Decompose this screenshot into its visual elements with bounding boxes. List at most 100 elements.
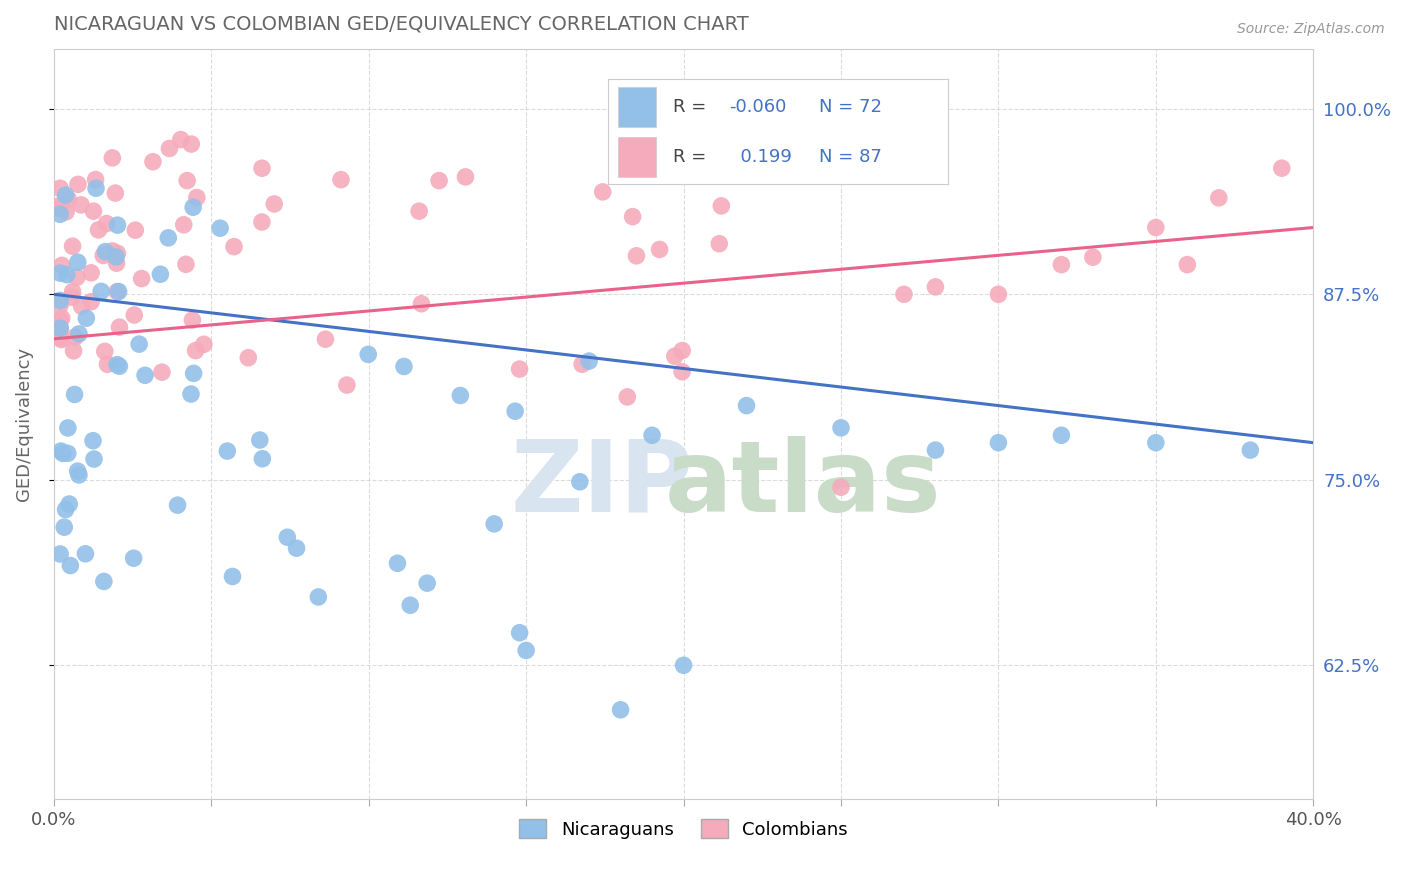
Point <box>66 255 89 269</box>
Point <box>173 218 195 232</box>
Point <box>122 551 145 566</box>
Point <box>252 451 274 466</box>
Text: Source: ZipAtlas.com: Source: ZipAtlas.com <box>1237 22 1385 37</box>
Point <box>1050 258 1073 272</box>
Point <box>166 498 188 512</box>
Point <box>193 337 215 351</box>
Point <box>987 435 1010 450</box>
Text: atlas: atlas <box>665 435 942 533</box>
Point <box>149 267 172 281</box>
Point <box>49 313 72 327</box>
Point <box>93 574 115 589</box>
Point <box>710 199 733 213</box>
Point <box>91 248 114 262</box>
Point <box>924 280 946 294</box>
Point <box>503 404 526 418</box>
Point <box>107 246 129 260</box>
Point <box>107 218 129 232</box>
Point <box>180 387 202 401</box>
Point <box>94 344 117 359</box>
Point <box>56 421 79 435</box>
Point <box>82 434 104 448</box>
Point <box>1081 250 1104 264</box>
Point <box>571 357 593 371</box>
Point <box>427 173 450 187</box>
Point <box>1144 435 1167 450</box>
Point <box>108 359 131 374</box>
Point <box>709 236 731 251</box>
Point <box>62 285 84 299</box>
Point <box>134 368 156 383</box>
Text: ZIP: ZIP <box>510 435 693 533</box>
Point <box>184 343 207 358</box>
Point <box>96 357 118 371</box>
Point <box>357 347 380 361</box>
Point <box>987 287 1010 301</box>
Point <box>62 239 84 253</box>
Point <box>671 365 693 379</box>
Point <box>181 200 204 214</box>
Point <box>66 270 89 285</box>
Point <box>314 332 336 346</box>
Point <box>641 428 664 442</box>
Point <box>307 590 329 604</box>
Point <box>105 358 128 372</box>
Point <box>157 231 180 245</box>
Point <box>217 444 239 458</box>
Point <box>330 172 353 186</box>
Point <box>49 321 72 335</box>
Point <box>830 421 852 435</box>
Point <box>124 308 146 322</box>
Point <box>664 349 686 363</box>
Point <box>159 141 181 155</box>
Point <box>411 297 433 311</box>
Point <box>70 299 93 313</box>
Point <box>131 271 153 285</box>
Point <box>94 244 117 259</box>
Point <box>285 541 308 556</box>
Point <box>449 388 471 402</box>
Point <box>55 268 77 282</box>
Point <box>416 576 439 591</box>
Point <box>735 399 758 413</box>
Point <box>276 530 298 544</box>
Point <box>387 556 409 570</box>
Point <box>58 497 80 511</box>
Point <box>1175 258 1198 272</box>
Point <box>186 190 208 204</box>
Point <box>671 343 693 358</box>
Point <box>170 132 193 146</box>
Point <box>70 198 93 212</box>
Point <box>128 337 150 351</box>
Legend: Nicaraguans, Colombians: Nicaraguans, Colombians <box>512 813 855 846</box>
Point <box>49 331 72 345</box>
Point <box>181 313 204 327</box>
Point <box>108 320 131 334</box>
Point <box>101 151 124 165</box>
Point <box>626 249 648 263</box>
Point <box>82 204 104 219</box>
Point <box>67 326 90 341</box>
Point <box>75 311 97 326</box>
Point <box>84 172 107 186</box>
Point <box>1050 428 1073 442</box>
Point <box>263 197 285 211</box>
Point <box>482 516 505 531</box>
Point <box>104 186 127 200</box>
Point <box>51 259 73 273</box>
Point <box>142 154 165 169</box>
Point <box>101 244 124 258</box>
Point <box>568 475 591 489</box>
Point <box>58 192 80 206</box>
Point <box>1144 220 1167 235</box>
Point <box>105 250 128 264</box>
Point <box>222 240 245 254</box>
Point <box>83 452 105 467</box>
Point <box>105 256 128 270</box>
Point <box>80 266 103 280</box>
Point <box>672 658 695 673</box>
Point <box>609 703 631 717</box>
Point <box>59 558 82 573</box>
Point <box>56 446 79 460</box>
Point <box>183 367 205 381</box>
